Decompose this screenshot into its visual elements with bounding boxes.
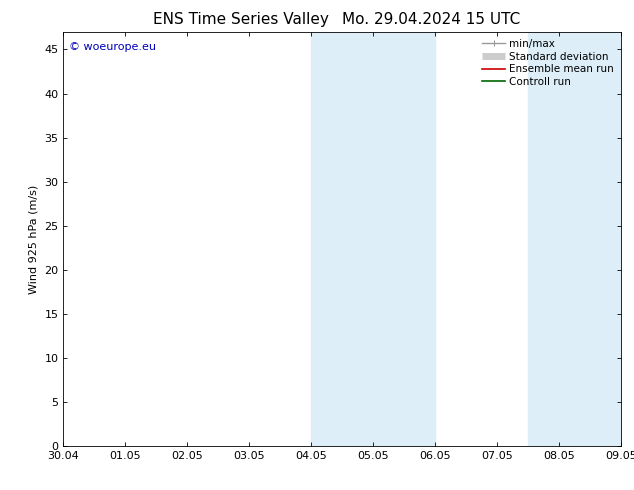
Bar [311,32,342,446]
Legend: min/max, Standard deviation, Ensemble mean run, Controll run: min/max, Standard deviation, Ensemble me… [480,37,616,89]
Bar [342,32,436,446]
Bar [528,32,559,446]
Bar [559,32,621,446]
Y-axis label: Wind 925 hPa (m/s): Wind 925 hPa (m/s) [29,184,39,294]
Text: ENS Time Series Valley: ENS Time Series Valley [153,12,329,27]
Text: © woeurope.eu: © woeurope.eu [69,42,156,52]
Text: Mo. 29.04.2024 15 UTC: Mo. 29.04.2024 15 UTC [342,12,521,27]
